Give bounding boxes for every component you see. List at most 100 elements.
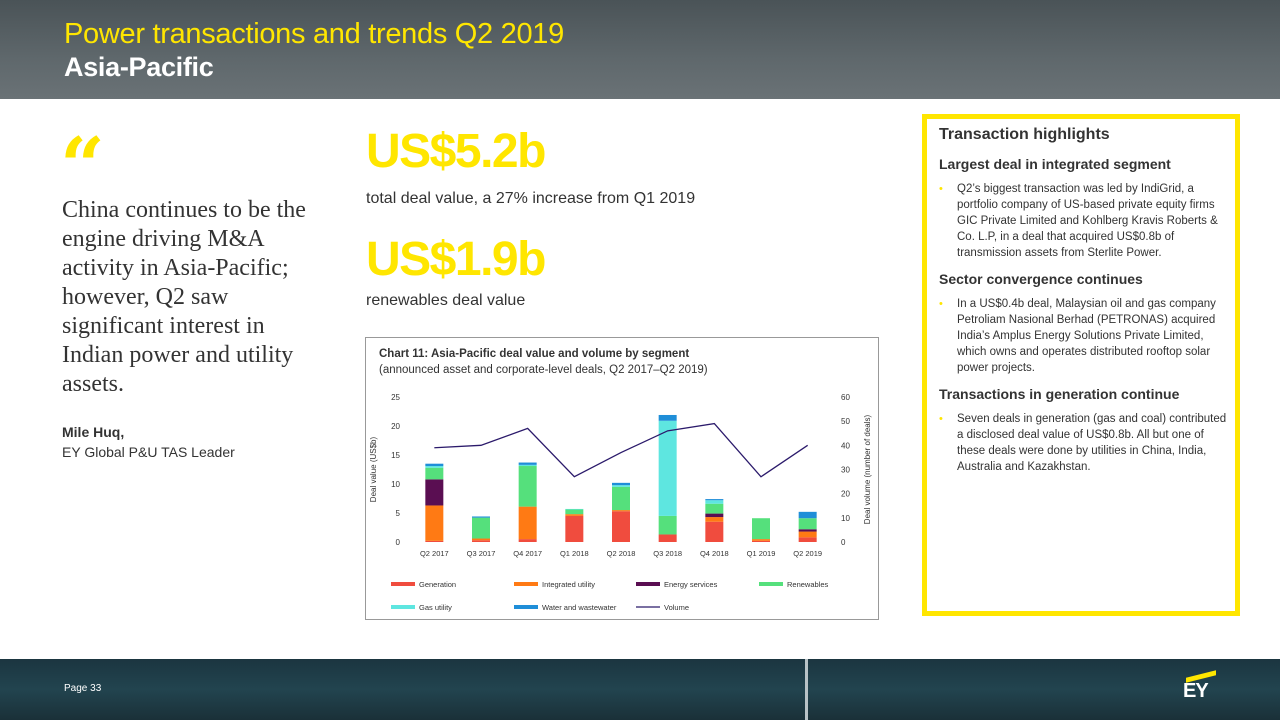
highlight-heading: Transactions in generation continue — [939, 386, 1180, 402]
bar-segment — [425, 467, 444, 480]
ey-logo: EY — [1182, 667, 1218, 703]
bar-segment — [518, 462, 537, 465]
bar-segment — [752, 539, 770, 541]
stat-total-value: US$5.2b — [366, 125, 546, 178]
y-tick-label: 0 — [396, 538, 401, 547]
x-tick-label: Q2 2017 — [420, 549, 449, 558]
legend-label: Integrated utility — [542, 580, 595, 589]
chart-subtitle: (announced asset and corporate-level dea… — [379, 364, 708, 376]
x-tick-label: Q2 2019 — [793, 549, 822, 558]
bar-segment — [612, 511, 630, 542]
highlight-heading: Sector convergence continues — [939, 271, 1143, 287]
bar-segment — [798, 537, 817, 542]
bar-segment — [752, 540, 770, 542]
legend-label: Energy services — [664, 580, 718, 589]
legend-swatch — [391, 605, 415, 609]
stat-renewables-desc: renewables deal value — [366, 292, 526, 309]
x-tick-label: Q4 2018 — [700, 549, 729, 558]
highlight-bullet: Q2’s biggest transaction was led by Indi… — [939, 181, 1235, 261]
legend-swatch — [759, 582, 783, 586]
bar-segment — [612, 486, 630, 511]
bar-segment — [472, 540, 490, 542]
y2-tick-label: 50 — [841, 417, 850, 426]
chart-panel: 0 5 10 15 20 25 0 10 20 30 40 50 60 Deal value (US$b)… — [365, 337, 879, 620]
bar-segment — [658, 420, 677, 516]
legend-label: Generation — [419, 580, 456, 589]
highlight-bullet: In a US$0.4b deal, Malaysian oil and gas… — [939, 296, 1235, 376]
highlight-section-2: Sector convergence continues In a US$0.4… — [939, 271, 1235, 376]
bar-segment — [798, 529, 817, 532]
y-tick-label: 10 — [391, 480, 400, 489]
y-tick-label: 25 — [391, 393, 400, 402]
highlight-section-1: Largest deal in integrated segment Q2’s … — [939, 156, 1235, 261]
legend-label: Gas utility — [419, 603, 452, 612]
bar-segment — [472, 538, 490, 541]
bar-segment — [472, 517, 490, 539]
deal-chart: 0 5 10 15 20 25 0 10 20 30 40 50 60 Deal value (US$b)… — [369, 393, 872, 612]
bar-segment — [565, 509, 584, 515]
bar-segment — [705, 513, 724, 518]
bar-segment — [658, 534, 677, 542]
bar-segment — [752, 518, 770, 540]
x-tick-label: Q1 2019 — [747, 549, 776, 558]
bar-segment — [798, 511, 817, 519]
legend-label: Water and wastewater — [542, 603, 617, 612]
ey-logo-text: EY — [1183, 680, 1209, 702]
bar-segment — [705, 500, 724, 504]
bar-segment — [612, 510, 630, 512]
highlight-heading: Largest deal in integrated segment — [939, 156, 1171, 172]
page-subtitle: Asia-Pacific — [64, 52, 214, 82]
x-tick-label: Q4 2017 — [513, 549, 542, 558]
quote-author: Mile Huq, — [62, 424, 125, 440]
bar-segment — [425, 463, 444, 467]
quote-text: China continues to be the engine driving… — [62, 197, 306, 397]
y2-tick-label: 10 — [841, 514, 850, 523]
bar-segment — [798, 531, 817, 538]
page-title: Power transactions and trends Q2 2019 — [64, 18, 564, 50]
highlights-panel: Transaction highlights Largest deal in i… — [922, 114, 1240, 616]
bar-segment — [705, 503, 724, 514]
highlights-title: Transaction highlights — [939, 126, 1110, 143]
y-tick-label: 20 — [391, 422, 400, 431]
highlight-bullet: Seven deals in generation (gas and coal)… — [939, 411, 1235, 475]
wind-turbine-image — [805, 659, 808, 720]
bar-segment — [612, 485, 630, 487]
bar-segment — [705, 499, 724, 501]
y2-tick-label: 40 — [841, 441, 850, 450]
y2-axis-label: Deal volume (number of deals) — [863, 414, 872, 524]
y2-tick-label: 0 — [841, 538, 846, 547]
page-number: Page 33 — [64, 683, 102, 694]
header-banner: Power transactions and trends Q2 2019 As… — [0, 0, 1280, 99]
x-tick-label: Q3 2017 — [467, 549, 496, 558]
quote-author-role: EY Global P&U TAS Leader — [62, 444, 235, 460]
x-tick-label: Q2 2018 — [607, 549, 636, 558]
bar-segment — [705, 517, 724, 522]
y-tick-label: 5 — [396, 509, 401, 518]
bar-segment — [518, 464, 537, 467]
stat-total-desc: total deal value, a 27% increase from Q1… — [366, 190, 696, 207]
bar-segment — [425, 466, 444, 468]
bar-segment — [612, 482, 630, 486]
legend-label: Volume — [664, 603, 689, 612]
bar-segment — [798, 518, 817, 530]
volume-line — [434, 422, 809, 478]
legend-swatch — [514, 582, 538, 586]
legend-label: Renewables — [787, 580, 829, 589]
legend-swatch — [636, 582, 660, 586]
bar-segment — [425, 540, 444, 542]
stat-renewables-value: US$1.9b — [366, 233, 546, 286]
bar-segment — [472, 516, 490, 518]
bar-segment — [565, 515, 584, 542]
legend-swatch — [514, 605, 538, 609]
highlight-section-3: Transactions in generation continue Seve… — [939, 386, 1235, 475]
bar-segment — [658, 515, 677, 535]
x-tick-label: Q3 2018 — [653, 549, 682, 558]
bar-segment — [518, 506, 537, 540]
bar-segment — [565, 508, 584, 510]
quote-mark-icon: “ — [60, 121, 105, 212]
x-tick-label: Q1 2018 — [560, 549, 589, 558]
y-axis-label: Deal value (US$b) — [369, 436, 378, 502]
y2-tick-label: 20 — [841, 490, 850, 499]
bar-segment — [705, 521, 724, 542]
y-tick-label: 15 — [391, 451, 400, 460]
